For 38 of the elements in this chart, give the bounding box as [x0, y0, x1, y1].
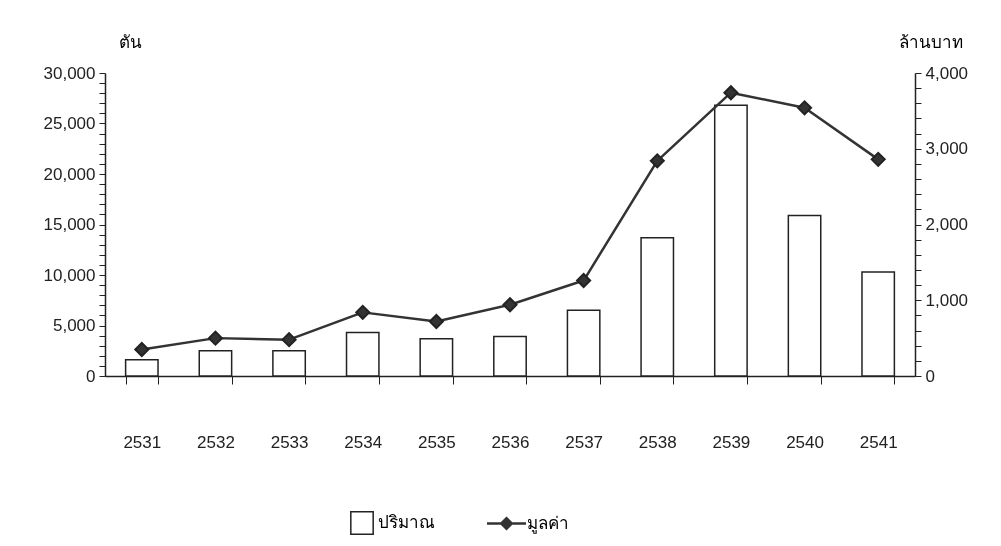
x-tick-label: 2540	[786, 432, 824, 452]
x-tick-label: 2531	[123, 432, 162, 452]
point	[502, 297, 518, 313]
legend-label: ปริมาณ	[378, 513, 435, 532]
x-tick-label: 2536	[491, 432, 530, 452]
x-tick-label: 2533	[270, 432, 309, 452]
y-tick-label: 10,000	[43, 265, 96, 285]
y2-tick-label: 2,000	[925, 215, 969, 234]
point	[576, 273, 592, 289]
y-tick-label: 0	[86, 366, 96, 386]
x-tick-label: 2534	[344, 432, 383, 452]
x-tick-label: 2538	[638, 432, 677, 452]
legend-label: มูลค่า	[527, 513, 569, 534]
y-axis-title: ตัน	[119, 32, 142, 52]
y2-axis-title: ล้านบาท	[898, 32, 963, 52]
y-tick-label: 25,000	[43, 114, 96, 133]
point	[134, 341, 150, 358]
x-tick-label: 2535	[417, 432, 456, 452]
x-tick-label: 2532	[197, 432, 235, 452]
point	[797, 100, 813, 116]
point	[281, 332, 297, 348]
point	[428, 313, 444, 329]
y2-tick-label: 1,000	[925, 290, 969, 310]
y-tick-label: 30,000	[43, 63, 96, 83]
y-tick-label: 20,000	[43, 164, 96, 184]
point	[355, 304, 371, 320]
point	[723, 85, 739, 101]
y2-tick-label: 0	[925, 366, 935, 386]
y2-tick-label: 4,000	[925, 63, 969, 83]
x-tick-label: 2541	[859, 432, 898, 452]
y-tick-label: 15,000	[43, 215, 96, 234]
x-tick-label: 2539	[712, 432, 751, 452]
x-tick-label: 2537	[565, 432, 604, 452]
point	[207, 330, 223, 346]
point	[649, 153, 665, 169]
point	[870, 151, 886, 167]
y2-tick-label: 3,000	[925, 139, 969, 159]
y-tick-label: 5,000	[52, 316, 96, 335]
